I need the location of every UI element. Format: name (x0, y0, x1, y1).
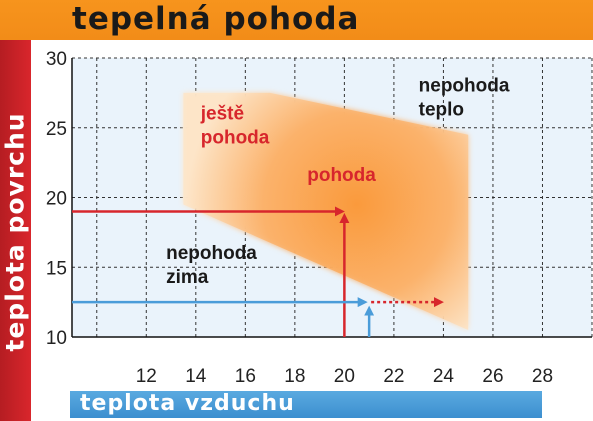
y-tick-label: 15 (46, 258, 67, 279)
y-tick-label: 30 (46, 49, 67, 70)
x-tick-label: 28 (532, 366, 553, 387)
zone-label: ještě (200, 103, 244, 124)
zone-label: nepohoda (166, 243, 257, 264)
zone-label: nepohoda (419, 75, 510, 96)
y-axis-label-bar (0, 40, 31, 421)
title-bar: tepelná pohoda (0, 0, 593, 40)
zone-label: pohoda (201, 127, 270, 148)
x-tick-label: 20 (334, 366, 355, 387)
y-tick-label: 25 (46, 119, 67, 140)
zone-label: teplo (419, 99, 464, 120)
x-tick-label: 26 (482, 366, 503, 387)
x-tick-label: 18 (284, 366, 305, 387)
zone-label: zima (166, 267, 209, 288)
x-tick-label: 12 (136, 366, 157, 387)
y-tick-label: 20 (46, 189, 67, 210)
x-axis-label: teplota vzduchu (80, 391, 295, 416)
zone-label: pohoda (307, 165, 376, 186)
x-tick-label: 24 (433, 366, 455, 387)
y-tick-label: 10 (46, 328, 67, 349)
x-tick-label: 16 (235, 366, 256, 387)
chart-title: tepelná pohoda (72, 1, 360, 37)
x-tick-label: 22 (383, 366, 404, 387)
x-tick-label: 14 (185, 366, 207, 387)
x-axis-label-bar: teplota vzduchu (70, 391, 542, 418)
